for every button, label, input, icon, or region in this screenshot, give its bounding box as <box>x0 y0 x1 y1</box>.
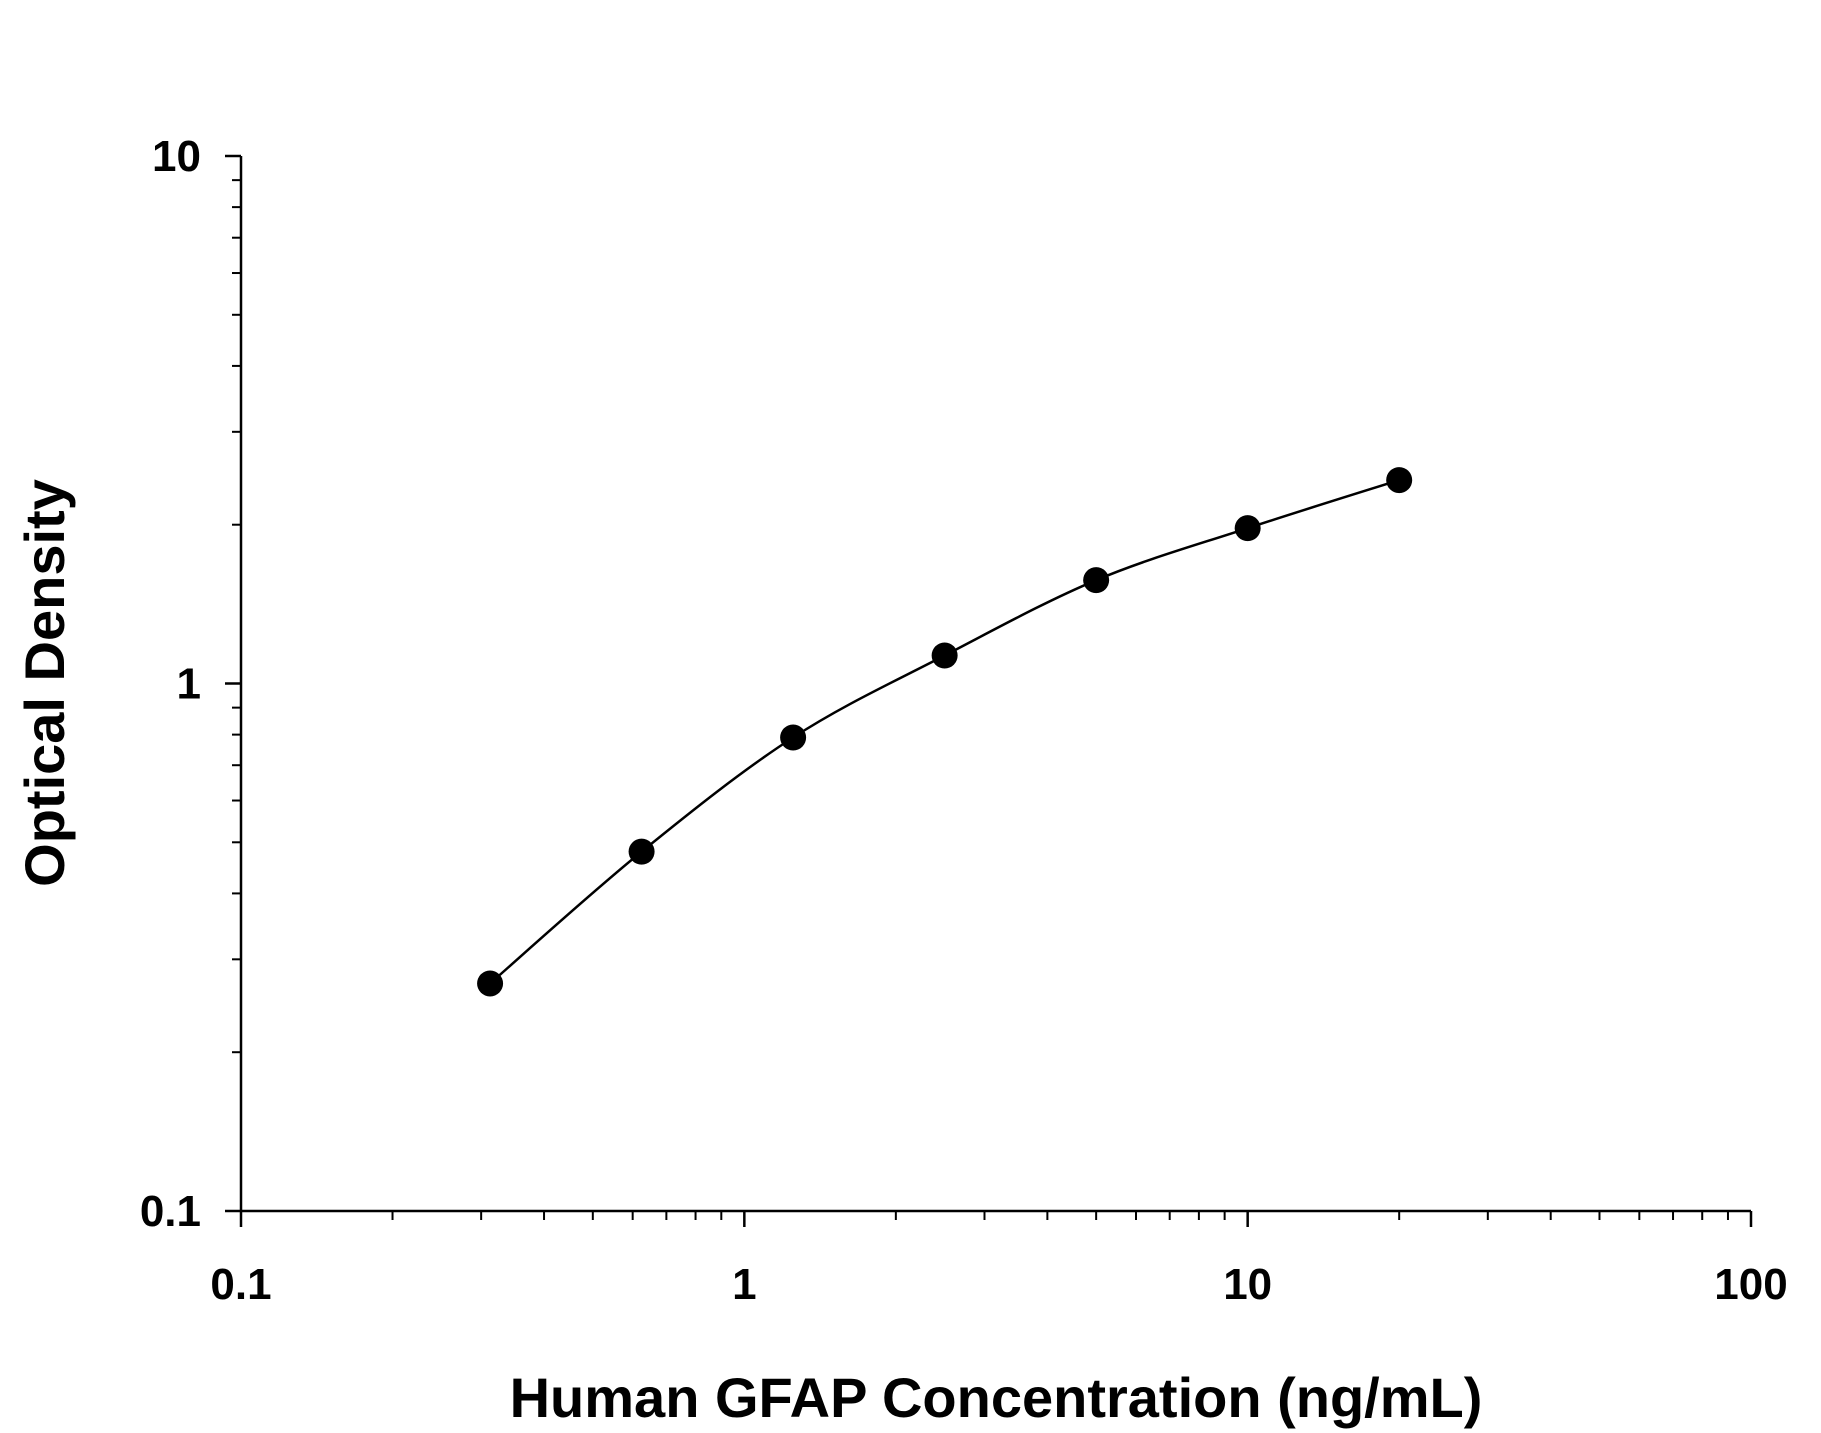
data-point <box>1083 567 1110 594</box>
y-tick-label: 0.1 <box>140 1187 201 1236</box>
x-tick-label: 10 <box>1223 1260 1272 1309</box>
fit-curve <box>489 478 1400 985</box>
minor-ticks <box>232 179 1729 1220</box>
y-tick-label: 10 <box>152 132 201 181</box>
axes <box>239 156 1751 1213</box>
x-tick-label: 0.1 <box>210 1260 271 1309</box>
data-point <box>477 970 504 997</box>
major-ticks <box>225 154 1753 1227</box>
y-axis-title: Optical Density <box>13 479 76 887</box>
y-tick-label: 1 <box>177 660 201 709</box>
x-tick-labels: 0.1 1 10 100 <box>210 1260 1787 1309</box>
x-tick-label: 100 <box>1714 1260 1787 1309</box>
data-point <box>1386 467 1413 494</box>
data-point <box>1234 515 1261 542</box>
data-point <box>780 724 807 751</box>
data-points <box>477 467 1413 997</box>
x-axis-title: Human GFAP Concentration (ng/mL) <box>510 1366 1483 1429</box>
data-point <box>628 838 655 865</box>
x-tick-label: 1 <box>732 1260 756 1309</box>
y-tick-labels: 0.1 1 10 <box>140 132 201 1236</box>
data-point <box>931 642 958 669</box>
